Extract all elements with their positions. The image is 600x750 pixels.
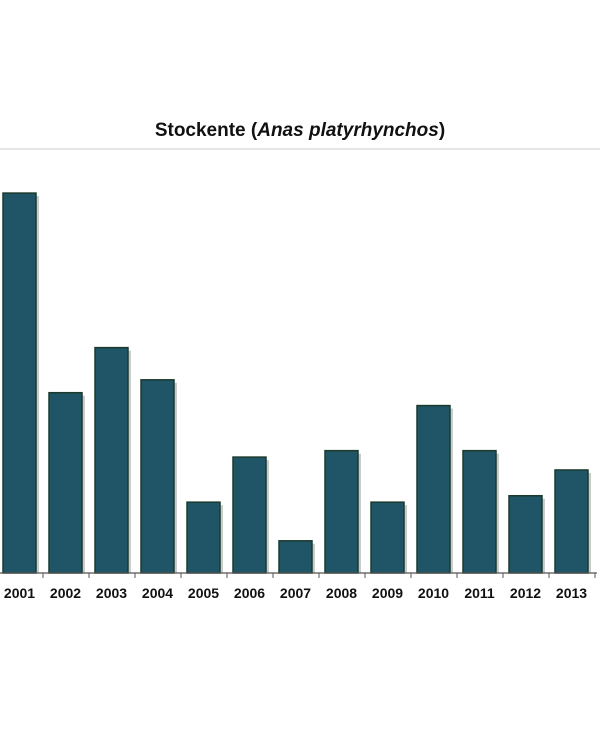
- x-tick-label-2010: 2010: [418, 585, 449, 601]
- x-tick-label-2008: 2008: [326, 585, 357, 601]
- bar-2010: [416, 404, 451, 574]
- x-tick-label-2013: 2013: [556, 585, 587, 601]
- bar-2003: [94, 346, 129, 574]
- x-tick-label-2012: 2012: [510, 585, 541, 601]
- bar-2008: [324, 449, 359, 574]
- x-tick-label-2001: 2001: [4, 585, 35, 601]
- x-axis-ticks: [42, 573, 596, 578]
- bar-2005: [186, 501, 221, 574]
- bar-2002: [48, 391, 83, 574]
- bar-2013: [554, 469, 589, 574]
- bar-2012: [508, 494, 543, 574]
- chart-title-prefix: Stockente (: [154, 120, 258, 141]
- x-tick-label-2007: 2007: [280, 585, 311, 601]
- bar-2004: [140, 379, 175, 574]
- x-tick-label-2002: 2002: [50, 585, 81, 601]
- chart-title-suffix: ): [438, 120, 446, 141]
- bar-2001: [2, 192, 37, 574]
- chart-title: Stockente (Anas platyrhynchos): [0, 120, 600, 142]
- x-tick-label-2004: 2004: [142, 585, 173, 601]
- bar-2007: [278, 540, 313, 574]
- bar-2011: [462, 449, 497, 574]
- x-tick-label-2006: 2006: [234, 585, 265, 601]
- bar-2009: [370, 501, 405, 574]
- chart-title-species: Anas platyrhynchos: [257, 120, 439, 141]
- bar-2006: [232, 456, 267, 574]
- x-tick-label-2005: 2005: [188, 585, 219, 601]
- x-tick-label-2011: 2011: [464, 585, 495, 601]
- x-tick-label-2009: 2009: [372, 585, 403, 601]
- bars-group: [2, 192, 591, 574]
- x-tick-label-2003: 2003: [96, 585, 127, 601]
- x-axis-tick-labels: 2001 2002 2003 2004 2005 2006 2007 2008 2009 2010…: [4, 585, 587, 601]
